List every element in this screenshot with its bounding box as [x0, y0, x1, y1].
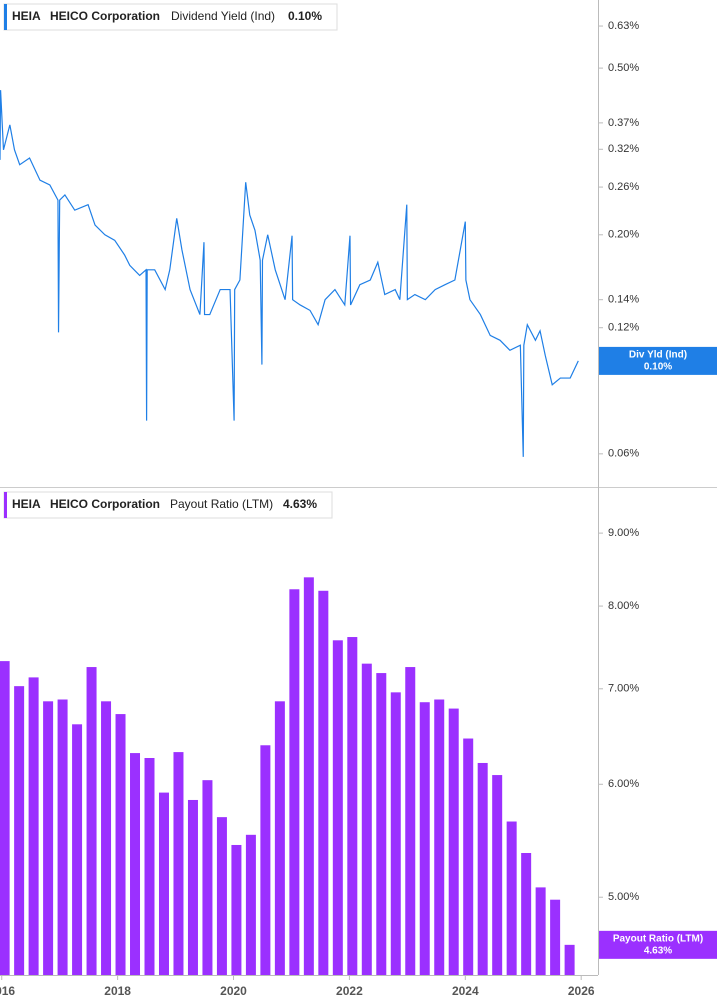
bar — [231, 844, 242, 975]
bar — [14, 686, 25, 975]
bar — [130, 753, 141, 975]
bar — [492, 775, 503, 975]
yield-line — [0, 90, 579, 457]
x-tick-label: 2016 — [0, 984, 15, 998]
bar — [43, 701, 54, 975]
bar — [144, 758, 155, 975]
latest-value: 0.10% — [288, 9, 322, 23]
bar — [158, 792, 169, 975]
bar — [318, 590, 329, 975]
bar — [521, 852, 532, 975]
value-tag-value: 0.10% — [644, 362, 672, 373]
bar — [86, 667, 97, 975]
bar — [72, 724, 83, 975]
bar — [463, 738, 474, 975]
x-tick-label: 2024 — [452, 984, 479, 998]
x-tick-label: 2020 — [220, 984, 247, 998]
x-tick-label: 2018 — [104, 984, 131, 998]
bar — [101, 701, 112, 975]
y-tick-label: 0.20% — [608, 229, 639, 241]
x-tick-label: 2022 — [336, 984, 363, 998]
bar — [390, 692, 401, 975]
metric: Payout Ratio (LTM) — [170, 497, 273, 511]
header-accent — [4, 4, 7, 30]
bar — [173, 752, 184, 975]
bar — [506, 821, 517, 975]
bar — [405, 667, 416, 975]
y-tick-label: 0.63% — [608, 20, 639, 32]
y-tick-label: 7.00% — [608, 683, 639, 695]
metric: Dividend Yield (Ind) — [171, 9, 275, 23]
panel-header: HEIA HEICO Corporation Payout Ratio (LTM) 4… — [3, 491, 333, 519]
y-tick-label: 0.26% — [608, 181, 639, 193]
value-tag — [599, 930, 717, 959]
header-accent — [4, 492, 7, 518]
company: HEICO Corporation — [50, 497, 160, 511]
y-tick-label: 0.06% — [608, 448, 639, 460]
value-tag-value: 4.63% — [644, 945, 672, 956]
bar — [289, 589, 300, 975]
bar — [448, 708, 459, 975]
y-tick-label: 6.00% — [608, 778, 639, 790]
bar — [376, 673, 387, 975]
header-box — [3, 491, 333, 519]
value-tag — [599, 346, 717, 375]
bar — [216, 817, 227, 975]
bar — [115, 714, 126, 975]
y-tick-label: 0.12% — [608, 322, 639, 334]
bar — [347, 637, 358, 975]
value-tag-name: Div Yld (Ind) — [629, 350, 687, 361]
bar — [0, 661, 10, 975]
bar — [564, 944, 575, 975]
y-tick-label: 0.50% — [608, 62, 639, 74]
bar — [245, 834, 256, 975]
company: HEICO Corporation — [50, 9, 160, 23]
y-tick-label: 9.00% — [608, 527, 639, 539]
y-tick-label: 0.32% — [608, 143, 639, 155]
bar — [535, 887, 546, 975]
bar — [187, 799, 198, 975]
y-tick-label: 0.14% — [608, 294, 639, 306]
bar — [57, 699, 68, 975]
value-tag-name: Payout Ratio (LTM) — [613, 933, 703, 944]
panel-header: HEIA HEICO Corporation Dividend Yield (Ind… — [3, 3, 338, 31]
bar — [434, 699, 445, 975]
bar — [260, 745, 271, 975]
bar — [28, 677, 39, 975]
bar — [274, 701, 285, 975]
x-tick-label: 2026 — [568, 984, 595, 998]
bar — [202, 780, 213, 975]
latest-value: 4.63% — [283, 497, 317, 511]
bar — [550, 899, 561, 975]
bar — [332, 640, 343, 975]
bar — [477, 762, 488, 975]
bar — [361, 663, 372, 975]
bar — [419, 702, 430, 975]
header-box — [3, 3, 338, 31]
y-tick-label: 5.00% — [608, 891, 639, 903]
ticker: HEIA — [12, 9, 41, 23]
y-tick-label: 0.37% — [608, 117, 639, 129]
bar — [303, 577, 314, 975]
y-tick-label: 8.00% — [608, 600, 639, 612]
ticker: HEIA — [12, 497, 41, 511]
